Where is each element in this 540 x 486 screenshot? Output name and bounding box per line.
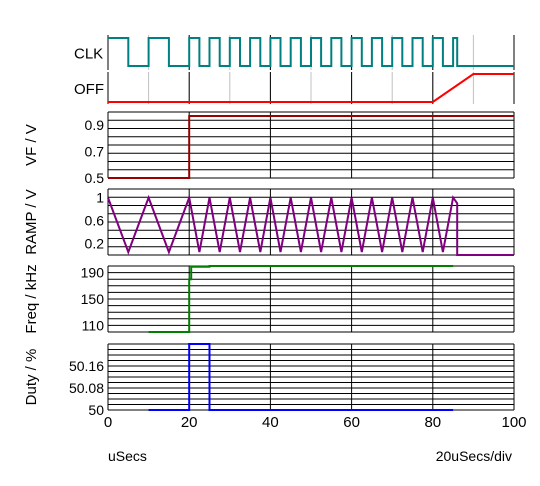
duty-ylabel: Duty / % [23, 349, 40, 406]
freq-trace [148, 265, 454, 333]
duty-ytick-label: 50 [88, 402, 104, 418]
vf-ylabel: VF / V [23, 124, 40, 166]
vf-ytick-label: 0.5 [85, 170, 105, 186]
vf-ytick-label: 0.9 [85, 117, 105, 133]
clk-label: CLK [74, 46, 103, 63]
ramp-ytick-label: 0.2 [85, 236, 105, 252]
ramp-panel: 1 0.6 0.2 RAMP / V [23, 188, 515, 256]
vf-ytick-label: 0.7 [85, 144, 105, 160]
off-label: OFF [74, 81, 104, 98]
vf-panel: 0.9 0.7 0.5 VF / V [23, 111, 515, 186]
x-scale-label: 20uSecs/div [436, 448, 512, 464]
clk-panel: CLK [74, 35, 515, 70]
x-tick-label: 20 [181, 414, 198, 431]
duty-panel: 50.16 50.08 50 Duty / % [23, 343, 515, 418]
off-trace [108, 73, 514, 103]
x-unit-label: uSecs [108, 448, 147, 464]
ramp-ylabel: RAMP / V [23, 189, 40, 255]
freq-panel: 190 150 110 Freq / kHz [23, 264, 515, 334]
x-tick-label: 100 [501, 414, 526, 431]
vf-trace [108, 115, 514, 179]
duty-ytick-label: 50.16 [69, 358, 104, 374]
freq-ytick-label: 150 [81, 291, 105, 307]
freq-ytick-label: 190 [81, 265, 105, 281]
duty-trace [148, 343, 454, 411]
off-panel: OFF [74, 72, 515, 104]
freq-ylabel: Freq / kHz [23, 264, 40, 333]
ramp-trace [107, 193, 514, 256]
x-tick-label: 40 [262, 414, 279, 431]
ramp-ytick-label: 0.6 [85, 213, 105, 229]
x-tick-label: 0 [104, 414, 112, 431]
x-tick-label: 60 [343, 414, 360, 431]
clk-trace [108, 37, 514, 67]
ramp-ytick-label: 1 [96, 190, 104, 206]
freq-ytick-label: 110 [82, 317, 105, 333]
x-tick-label: 80 [424, 414, 441, 431]
x-axis: 0 20 40 60 80 100 uSecs 20uSecs/div [104, 414, 527, 464]
duty-ytick-label: 50.08 [69, 380, 104, 396]
